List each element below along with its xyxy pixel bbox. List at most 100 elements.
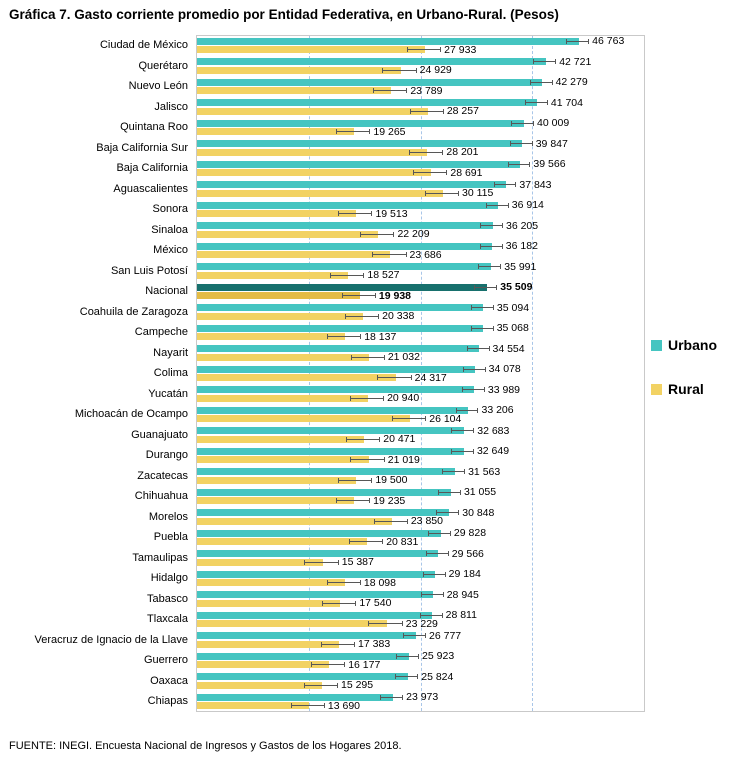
rural-bar [197, 333, 346, 340]
error-bar [566, 38, 590, 44]
urbano-bar [197, 283, 487, 291]
rural-bar [197, 292, 360, 299]
error-bar [525, 100, 548, 105]
chart-row: Tlaxcala 28 811 23 229 [0, 609, 741, 630]
rural-bar [197, 435, 365, 443]
rural-bar-line: 18 137 [196, 331, 645, 343]
category-label: Veracruz de Ignacio de la Llave [34, 633, 189, 646]
urbano-bar-line: 31 055 [196, 486, 645, 498]
error-bar [350, 457, 386, 462]
bar-pair: 23 973 13 690 [196, 691, 645, 712]
urbano-bar [197, 222, 493, 229]
error-bar [336, 129, 371, 134]
error-bar [395, 674, 419, 679]
category-label: Jalisco [154, 100, 188, 113]
chart-row: Guanajuato 32 683 20 471 [0, 425, 741, 446]
category-label: Coahuila de Zaragoza [79, 305, 188, 318]
rural-bar [197, 661, 330, 668]
value-label: 28 691 [450, 166, 483, 179]
error-bar [304, 559, 340, 565]
urbano-bar-line: 37 843 [196, 179, 645, 191]
rural-bar [197, 681, 322, 689]
bar-pair: 29 828 20 831 [196, 527, 645, 548]
urbano-bar [197, 611, 433, 619]
error-bar [436, 510, 460, 515]
rural-bar-line: 19 938 [196, 290, 645, 302]
chart-row: Morelos 30 848 23 850 [0, 507, 741, 528]
category-label: Guanajuato [131, 428, 188, 441]
urbano-bar-line: 26 777 [196, 630, 645, 642]
rural-bar [197, 271, 349, 279]
rural-bar [197, 476, 357, 484]
error-bar [290, 703, 326, 708]
rural-bar-line: 23 686 [196, 249, 645, 261]
urbano-bar-line: 39 847 [196, 138, 645, 150]
rural-bar [197, 558, 323, 566]
chart-row: Tabasco 28 945 17 540 [0, 589, 741, 610]
category-label: Chihuahua [134, 490, 188, 502]
value-label: 24 929 [419, 64, 452, 76]
rural-bar-line: 19 235 [196, 495, 645, 507]
urbano-bar-line: 28 945 [196, 588, 645, 601]
rural-bar-line: 23 850 [196, 515, 645, 527]
chart-row: Hidalgo 29 184 18 098 [0, 568, 741, 589]
bar-pair: 32 683 20 471 [196, 425, 645, 445]
rural-bar-line: 21 019 [196, 454, 645, 466]
bar-pair: 36 182 23 686 [196, 240, 645, 261]
rural-bar [197, 394, 368, 402]
chart-row: Chiapas 23 973 13 690 [0, 691, 741, 712]
rural-bar-line: 30 115 [196, 187, 645, 199]
category-label: Nayarit [153, 346, 188, 359]
rural-bar [197, 517, 392, 525]
urbano-bar-line: 31 563 [196, 466, 645, 478]
source-note: FUENTE: INEGI. Encuesta Nacional de Ingr… [9, 740, 402, 752]
urbano-bar-line: 35 509 [196, 281, 645, 293]
category-label: Chiapas [147, 695, 188, 707]
bar-pair: 29 566 15 387 [196, 548, 645, 568]
error-bar [470, 325, 494, 331]
urbano-bar [197, 488, 451, 496]
urbano-bar-line: 42 279 [196, 76, 645, 88]
chart-row: Quintana Roo 40 009 19 265 [0, 117, 741, 138]
chart-row: Colima 34 078 24 317 [0, 363, 741, 384]
error-bar [462, 366, 486, 372]
error-bar [372, 252, 407, 257]
gridline [308, 36, 310, 711]
value-label: 42 279 [555, 76, 588, 88]
value-label: 28 945 [446, 588, 479, 601]
rural-bar [197, 456, 369, 463]
chart-row: Coahuila de Zaragoza 35 094 20 338 [0, 302, 741, 323]
rural-bar [197, 415, 411, 422]
error-bar [335, 498, 371, 503]
bar-pair: 35 509 19 938 [196, 281, 645, 302]
rural-bar-line: 20 471 [196, 433, 645, 445]
chart-row: Puebla 29 828 20 831 [0, 527, 741, 548]
rural-bar-line: 13 690 [196, 700, 645, 712]
chart-row: Veracruz de Ignacio de la Llave 26 777 17 … [0, 630, 741, 651]
chart-row: Baja California Sur 39 847 28 201 [0, 138, 741, 159]
bar-pair: 32 649 21 019 [196, 445, 645, 466]
value-label: 36 914 [511, 199, 544, 211]
urbano-bar [197, 140, 523, 147]
rural-bar [197, 579, 345, 586]
rural-bar-line: 19 265 [196, 126, 645, 138]
category-label: Baja California Sur [96, 141, 188, 154]
gridline [532, 36, 534, 711]
chart-row: Ciudad de México 46 763 27 933 [0, 35, 741, 56]
value-label: 30 115 [461, 187, 494, 199]
value-label: 36 182 [505, 240, 538, 252]
chart-row: México 36 182 23 686 [0, 240, 741, 261]
value-label: 19 513 [375, 207, 408, 220]
value-label: 35 991 [504, 260, 537, 273]
bar-pair: 35 991 18 527 [196, 260, 645, 281]
value-label: 26 104 [429, 412, 462, 425]
chart-row: Querétaro 42 721 24 929 [0, 56, 741, 77]
urbano-bar-line: 40 009 [196, 117, 645, 129]
urbano-bar [197, 345, 480, 352]
value-label: 27 933 [444, 43, 477, 56]
value-label: 33 206 [481, 404, 514, 416]
error-bar [438, 489, 461, 495]
bar-pair: 36 914 19 513 [196, 199, 645, 220]
value-label: 25 923 [422, 650, 455, 662]
